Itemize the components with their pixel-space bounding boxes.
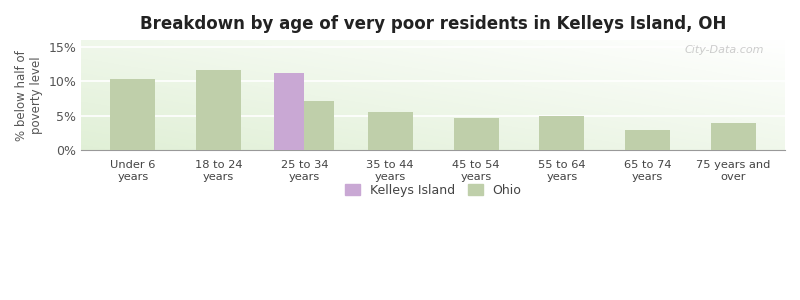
Bar [454,118,498,150]
Text: City-Data.com: City-Data.com [684,44,764,55]
Bar [625,130,670,150]
Legend: Kelleys Island, Ohio: Kelleys Island, Ohio [345,184,522,197]
Bar [711,123,756,150]
Bar [539,116,585,150]
Bar [196,70,241,150]
Title: Breakdown by age of very poor residents in Kelleys Island, OH: Breakdown by age of very poor residents … [140,15,726,33]
Bar [274,73,305,150]
Bar [368,112,413,150]
Bar [305,101,334,150]
Y-axis label: % below half of
poverty level: % below half of poverty level [15,50,43,141]
Bar [110,79,155,150]
